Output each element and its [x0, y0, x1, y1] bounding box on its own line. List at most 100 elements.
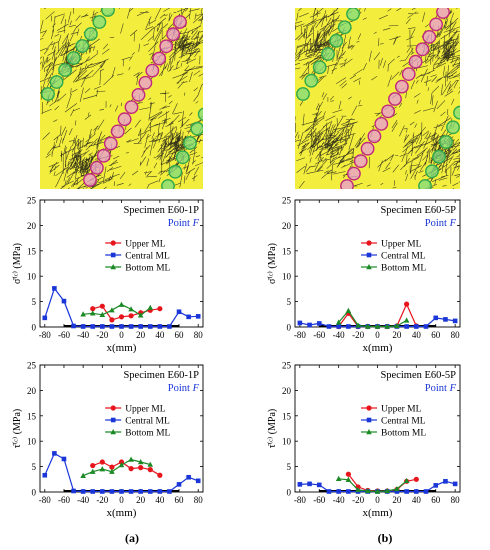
specimen-image-a	[40, 8, 203, 189]
band-circle	[183, 136, 197, 150]
chart-3: -80 -60 -40 -20 0 20 40 60 80 0 5 10 15 20 25 x(mm) τ̄⁽ᶜ…	[12, 361, 204, 519]
x-tick-label: 20	[392, 330, 402, 340]
band-circle	[166, 27, 181, 42]
data-point	[414, 489, 419, 494]
y-tick-label: 5	[287, 462, 292, 472]
data-point	[157, 472, 163, 478]
chart-2: -80 -60 -40 -20 0 20 40 60 80 0 5 10 15 20 25 x(mm) σ̄⁽ᶜ…	[267, 196, 461, 354]
data-point	[138, 324, 143, 329]
data-point	[195, 314, 201, 319]
point-label: Point F	[168, 218, 200, 229]
y-axis-label: τ̄⁽ᶜ⁾ (MPa)	[12, 409, 23, 449]
data-point	[452, 481, 458, 487]
data-point	[61, 298, 67, 304]
data-point	[147, 304, 154, 310]
data-point	[345, 476, 352, 483]
point-label-prefix: Point	[425, 218, 450, 229]
point-label-letter: F	[449, 383, 457, 394]
charts: -80 -60 -40 -20 0 20 40 60 80 0 5 10 15 20 25 x(mm) σ̄⁽ᶜ…	[12, 196, 461, 519]
x-tick-label: 0	[119, 330, 124, 340]
band-circle	[84, 27, 98, 41]
x-tick-label: 80	[194, 330, 204, 340]
data-point	[167, 324, 172, 329]
y-tick-label: 0	[287, 323, 292, 333]
data-point	[118, 462, 125, 468]
crack-pattern	[40, 8, 203, 189]
x-tick-label: -80	[39, 330, 51, 340]
band-circle	[312, 60, 327, 75]
y-tick-label: 25	[282, 196, 292, 206]
point-label-prefix: Point	[425, 383, 450, 394]
band-circle	[439, 135, 453, 149]
legend-label: Bottom ML	[125, 429, 170, 439]
legend-label: Bottom ML	[381, 429, 426, 439]
data-point	[307, 481, 312, 487]
band-circle	[321, 47, 335, 61]
x-axis-label: x(mm)	[363, 342, 393, 354]
data-point	[52, 286, 57, 291]
legend-label: Bottom ML	[381, 264, 426, 274]
point-label: Point F	[425, 383, 457, 394]
y-tick-label: 15	[282, 411, 292, 421]
y-tick-label: 20	[282, 386, 292, 396]
band-circle	[58, 63, 72, 77]
data-point	[404, 324, 409, 329]
band-circle	[175, 150, 190, 165]
point-label-prefix: Point	[168, 218, 193, 229]
band-circle	[381, 104, 395, 119]
y-tick-label: 10	[27, 437, 37, 447]
band-circle	[367, 129, 382, 144]
series-line	[82, 458, 151, 477]
x-tick-label: -60	[58, 330, 70, 340]
x-tick-label: 40	[412, 495, 422, 505]
x-axis-label: x(mm)	[363, 507, 393, 519]
data-point	[366, 264, 372, 270]
data-point	[99, 459, 105, 465]
specimen-label: Specimen E60-1P	[123, 205, 199, 216]
band-circle	[340, 179, 354, 189]
data-point	[335, 319, 342, 325]
data-point	[195, 478, 201, 484]
series-upper-ml	[90, 303, 163, 323]
data-point	[128, 324, 134, 329]
data-point	[42, 472, 48, 478]
data-point	[137, 312, 144, 318]
legend-label: Central ML	[381, 252, 426, 262]
data-point	[80, 311, 86, 317]
data-point	[137, 459, 144, 465]
data-point	[110, 264, 116, 270]
y-tick-label: 15	[27, 411, 37, 421]
band-circle	[138, 75, 153, 90]
band-circle	[101, 8, 115, 17]
data-point	[61, 456, 67, 462]
data-point	[355, 322, 361, 328]
data-point	[404, 301, 410, 307]
data-point	[326, 489, 332, 494]
y-tick-label: 0	[32, 488, 37, 498]
legend-label: Central ML	[125, 417, 170, 427]
data-point	[128, 489, 134, 494]
band-circle	[83, 173, 97, 187]
data-point	[394, 322, 400, 329]
data-point	[366, 240, 372, 246]
x-tick-label: 20	[136, 330, 146, 340]
data-point	[138, 489, 143, 494]
point-label-letter: F	[192, 218, 200, 229]
x-tick-label: 60	[431, 330, 441, 340]
data-point	[118, 459, 125, 465]
x-tick-label: -40	[77, 330, 89, 340]
y-tick-label: 15	[27, 246, 37, 256]
x-tick-label: -60	[313, 495, 325, 505]
band-circle	[124, 100, 139, 115]
y-tick-label: 15	[282, 246, 292, 256]
data-point	[99, 466, 106, 472]
data-point	[118, 301, 125, 307]
data-point	[110, 429, 116, 435]
data-point	[364, 487, 371, 494]
panel-label-a: (a)	[125, 531, 139, 545]
band-circle	[304, 73, 319, 88]
data-point	[366, 252, 372, 258]
x-tick-label: 0	[119, 495, 124, 505]
data-point	[423, 489, 429, 494]
band-circle	[131, 88, 146, 102]
